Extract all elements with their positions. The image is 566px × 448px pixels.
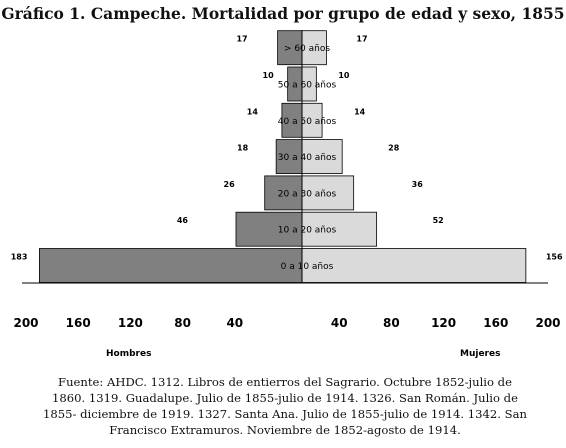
x-tick-label-8: 120 <box>431 316 456 330</box>
value-label-mujeres-5: 10 <box>338 71 350 80</box>
value-label-hombres-6: 17 <box>236 35 247 44</box>
x-tick-label-6: 40 <box>331 316 348 330</box>
bar-hombres-6 <box>277 30 303 66</box>
bar-mujeres-1 <box>301 211 378 247</box>
bar-hombres-3 <box>275 139 303 175</box>
category-label-4: 40 a 50 años <box>278 117 337 127</box>
bar-mujeres-6 <box>301 30 327 66</box>
x-tick-label-1: 160 <box>66 316 91 330</box>
category-label-5: 50 a 60 años <box>278 81 337 91</box>
source-note: Fuente: AHDC. 1312. Libros de entierros … <box>43 375 527 437</box>
bar-mujeres-0 <box>301 248 527 283</box>
x-tick-label-2: 120 <box>118 316 143 330</box>
value-label-mujeres-6: 17 <box>356 35 367 44</box>
x-tick-label-10: 200 <box>535 316 560 330</box>
value-label-hombres-4: 14 <box>247 107 259 116</box>
bar-hombres-0 <box>38 248 303 283</box>
value-label-mujeres-4: 14 <box>354 107 366 116</box>
category-label-1: 10 a 20 años <box>278 226 337 236</box>
value-label-hombres-5: 10 <box>263 71 275 80</box>
category-label-3: 30 a 40 años <box>278 153 337 163</box>
bar-mujeres-2 <box>301 175 355 211</box>
value-label-mujeres-1: 52 <box>433 216 444 225</box>
x-tick-label-4: 40 <box>226 316 243 330</box>
value-label-mujeres-2: 36 <box>412 180 424 189</box>
bar-mujeres-3 <box>301 139 343 175</box>
value-label-mujeres-0: 156 <box>546 253 563 262</box>
x-tick-label-0: 200 <box>13 316 38 330</box>
category-label-0: 0 a 10 años <box>281 262 334 272</box>
population-pyramid-chart: 200 160 120 80 40 40 80 120 160 200 0 a 10 años 18… <box>11 30 563 359</box>
x-tick-label-7: 80 <box>383 316 400 330</box>
legend-mujeres: Mujeres <box>460 349 500 359</box>
category-label-6: > 60 años <box>284 44 330 54</box>
x-tick-label-3: 80 <box>174 316 191 330</box>
value-label-hombres-0: 183 <box>11 253 28 262</box>
category-label-2: 20 a 30 años <box>278 189 337 199</box>
value-label-hombres-2: 26 <box>224 180 236 189</box>
x-tick-label-9: 160 <box>483 316 508 330</box>
value-label-hombres-1: 46 <box>177 216 189 225</box>
legend-hombres: Hombres <box>106 349 151 359</box>
value-label-hombres-3: 18 <box>237 144 249 153</box>
value-label-mujeres-3: 28 <box>388 144 400 153</box>
chart-title: Gráfico 1. Campeche. Mortalidad por grup… <box>1 4 565 23</box>
